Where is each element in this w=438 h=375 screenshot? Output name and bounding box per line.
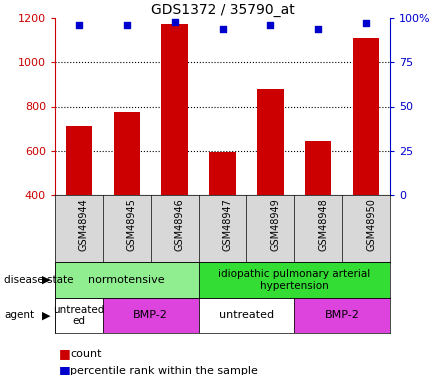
Bar xyxy=(294,298,390,333)
Point xyxy=(267,22,274,28)
Bar xyxy=(55,298,103,333)
Text: ▶: ▶ xyxy=(42,310,50,321)
Bar xyxy=(198,262,390,298)
Text: GSM48948: GSM48948 xyxy=(318,198,328,251)
Text: GSM48945: GSM48945 xyxy=(127,198,137,251)
Point xyxy=(363,20,370,26)
Bar xyxy=(113,112,140,284)
Bar xyxy=(305,141,332,284)
Text: agent: agent xyxy=(4,310,35,321)
Bar xyxy=(103,298,198,333)
Text: normotensive: normotensive xyxy=(88,275,165,285)
Text: ■: ■ xyxy=(59,347,71,360)
Text: GSM48949: GSM48949 xyxy=(270,198,280,251)
Text: GSM48950: GSM48950 xyxy=(366,198,376,251)
Text: percentile rank within the sample: percentile rank within the sample xyxy=(70,366,258,375)
Bar xyxy=(198,298,294,333)
Text: GSM48944: GSM48944 xyxy=(79,198,89,251)
Title: GDS1372 / 35790_at: GDS1372 / 35790_at xyxy=(151,3,294,17)
Text: GSM48946: GSM48946 xyxy=(175,198,185,251)
Bar xyxy=(353,38,379,284)
Text: BMP-2: BMP-2 xyxy=(133,310,168,321)
Point xyxy=(315,26,322,32)
Text: ▶: ▶ xyxy=(42,275,50,285)
Bar xyxy=(257,89,283,284)
Text: count: count xyxy=(70,349,102,358)
Bar xyxy=(55,262,198,298)
Point xyxy=(123,22,130,28)
Bar xyxy=(209,152,236,284)
Bar xyxy=(66,126,92,284)
Point xyxy=(75,22,82,28)
Text: untreated
ed: untreated ed xyxy=(53,305,105,326)
Point xyxy=(171,18,178,24)
Text: GSM48947: GSM48947 xyxy=(223,198,233,251)
Text: disease state: disease state xyxy=(4,275,74,285)
Text: BMP-2: BMP-2 xyxy=(325,310,360,321)
Text: idiopathic pulmonary arterial
hypertension: idiopathic pulmonary arterial hypertensi… xyxy=(218,269,371,291)
Text: untreated: untreated xyxy=(219,310,274,321)
Bar xyxy=(162,24,188,284)
Point xyxy=(219,26,226,32)
Text: ■: ■ xyxy=(59,364,71,375)
